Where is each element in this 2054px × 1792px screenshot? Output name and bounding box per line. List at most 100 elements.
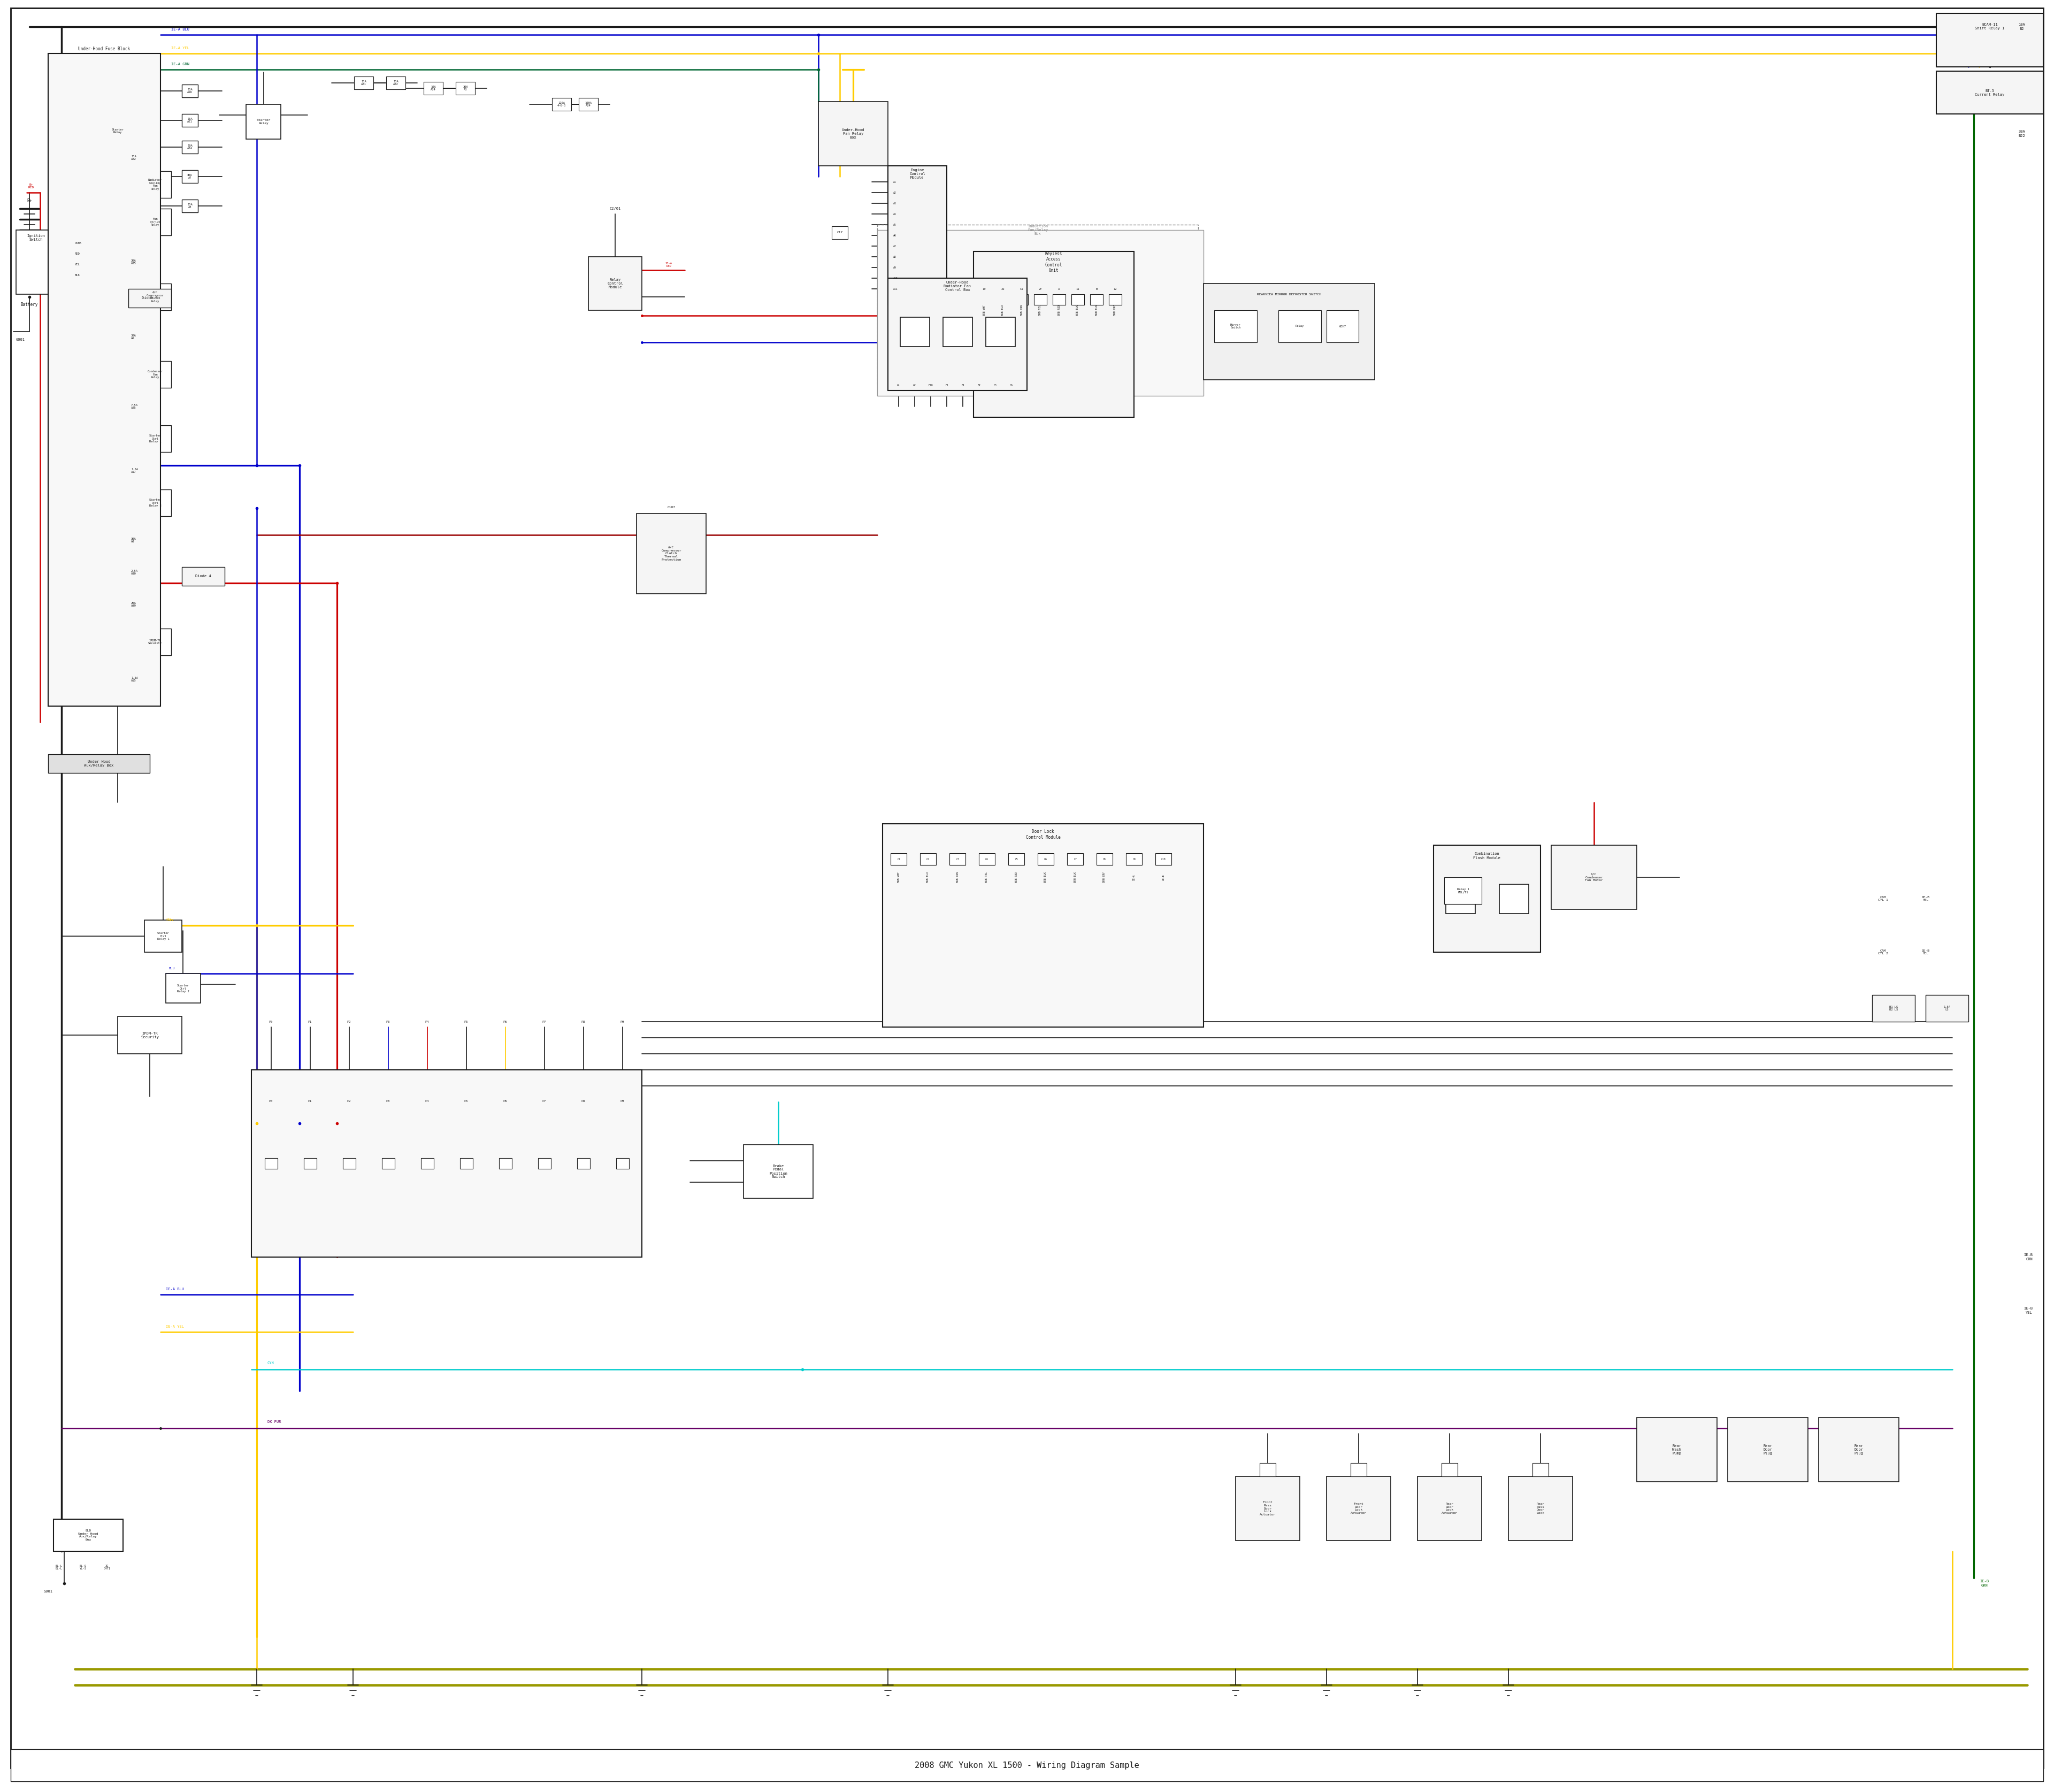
Text: Starter
Ctrl
Relay 2: Starter Ctrl Relay 2 bbox=[150, 498, 160, 507]
Text: 11: 11 bbox=[1076, 287, 1080, 290]
Bar bbox=[1109, 294, 1121, 305]
Text: 30A
A8: 30A A8 bbox=[131, 538, 136, 543]
Text: IPDM-TR
Security: IPDM-TR Security bbox=[148, 640, 162, 645]
Bar bbox=[101, 118, 134, 145]
Text: A1: A1 bbox=[898, 383, 900, 387]
Bar bbox=[460, 1158, 472, 1168]
Text: 15A
A3: 15A A3 bbox=[187, 202, 193, 210]
Text: C1: C1 bbox=[1021, 287, 1023, 290]
Bar bbox=[891, 853, 906, 866]
Bar bbox=[832, 226, 848, 238]
Text: 100A
A24: 100A A24 bbox=[585, 102, 592, 108]
Text: IE-B
YEL: IE-B YEL bbox=[1923, 950, 1929, 955]
Text: Relay 1
PDL/T1: Relay 1 PDL/T1 bbox=[1456, 887, 1469, 894]
Text: BRN CRY: BRN CRY bbox=[1113, 305, 1117, 315]
Bar bbox=[10, 1749, 2044, 1781]
Bar bbox=[111, 536, 123, 545]
Text: Under-Hood
Fan Relay
Box: Under-Hood Fan Relay Box bbox=[842, 129, 865, 140]
Bar bbox=[587, 256, 641, 310]
Text: B+
RED: B+ RED bbox=[29, 183, 35, 188]
Text: Relay: Relay bbox=[1296, 324, 1304, 328]
Bar bbox=[111, 256, 123, 267]
Bar bbox=[127, 289, 170, 308]
Bar bbox=[183, 566, 224, 586]
Text: 10: 10 bbox=[982, 287, 986, 290]
Bar bbox=[1033, 294, 1048, 305]
Text: RED: RED bbox=[74, 253, 80, 256]
Bar bbox=[986, 317, 1015, 346]
Text: 2.5A
A30: 2.5A A30 bbox=[131, 570, 138, 575]
Text: IE-A: IE-A bbox=[1132, 874, 1136, 880]
Bar bbox=[949, 853, 965, 866]
Text: Radiator
Cooling
Fan
Relay: Radiator Cooling Fan Relay bbox=[148, 179, 162, 190]
Bar bbox=[1937, 13, 2044, 66]
Text: Under Hood
Aux/Relay Box: Under Hood Aux/Relay Box bbox=[84, 760, 113, 767]
Bar bbox=[304, 1158, 316, 1168]
Bar bbox=[1154, 853, 1171, 866]
Text: BRB TEL: BRB TEL bbox=[1039, 305, 1041, 315]
Bar bbox=[1091, 294, 1103, 305]
Text: 10A
A24: 10A A24 bbox=[187, 143, 193, 151]
Text: Combination
Flash Module: Combination Flash Module bbox=[1473, 853, 1501, 860]
Text: A11: A11 bbox=[893, 287, 898, 290]
Text: A1: A1 bbox=[893, 181, 896, 183]
Bar bbox=[900, 317, 928, 346]
Text: Rear
Door
Lock
Actuator: Rear Door Lock Actuator bbox=[1442, 1502, 1458, 1514]
Text: BRB TEL: BRB TEL bbox=[986, 873, 988, 883]
Text: Diode 8: Diode 8 bbox=[142, 296, 158, 299]
Text: 120A
4-6-G: 120A 4-6-G bbox=[557, 102, 567, 108]
Bar bbox=[140, 360, 170, 387]
Bar bbox=[577, 1158, 589, 1168]
Text: 30A
A6: 30A A6 bbox=[131, 333, 136, 340]
Bar bbox=[111, 152, 123, 163]
Bar bbox=[183, 84, 197, 97]
Text: CAM
CYL 2: CAM CYL 2 bbox=[1877, 950, 1888, 955]
Bar bbox=[974, 251, 1134, 418]
Bar bbox=[265, 1158, 277, 1168]
Text: BRB CRN: BRB CRN bbox=[1021, 305, 1023, 315]
Bar bbox=[140, 283, 170, 310]
Text: P6: P6 bbox=[503, 1020, 507, 1023]
Bar bbox=[1327, 1477, 1391, 1541]
Bar bbox=[1442, 1462, 1458, 1477]
Text: P5: P5 bbox=[464, 1020, 468, 1023]
Bar bbox=[246, 104, 281, 140]
Text: 15A
A21: 15A A21 bbox=[187, 118, 193, 124]
Text: DK PUR: DK PUR bbox=[267, 1421, 281, 1423]
Text: F1: F1 bbox=[945, 383, 949, 387]
Text: C2/61: C2/61 bbox=[610, 208, 620, 210]
Text: BL-L
BL-L: BL-L BL-L bbox=[55, 1564, 62, 1570]
Bar bbox=[382, 1158, 394, 1168]
Text: BRB CRN: BRB CRN bbox=[955, 873, 959, 883]
Text: Fan
Ctrl/O
Relay: Fan Ctrl/O Relay bbox=[150, 217, 160, 226]
Text: BRB RED: BRB RED bbox=[1058, 305, 1060, 315]
Bar bbox=[579, 99, 598, 111]
Text: Under-Hood
Radiator Fan
Control Box: Under-Hood Radiator Fan Control Box bbox=[945, 281, 972, 292]
Bar bbox=[744, 1145, 813, 1199]
Text: C107: C107 bbox=[668, 505, 676, 509]
Text: C9: C9 bbox=[1132, 858, 1136, 860]
Text: B1 LS
B2 LS: B1 LS B2 LS bbox=[1890, 1005, 1898, 1011]
Text: CAM
CYL 1: CAM CYL 1 bbox=[1877, 896, 1888, 901]
Bar bbox=[1126, 853, 1142, 866]
Text: 15A
A22: 15A A22 bbox=[131, 154, 136, 161]
Text: A/C
Condenser
Fan Motor: A/C Condenser Fan Motor bbox=[1586, 873, 1602, 882]
Bar bbox=[1214, 310, 1257, 342]
Text: A2: A2 bbox=[893, 192, 896, 194]
Bar bbox=[251, 1070, 641, 1256]
Text: C10: C10 bbox=[1161, 858, 1167, 860]
Text: BRN BLK: BRN BLK bbox=[1074, 873, 1076, 883]
Bar bbox=[943, 317, 972, 346]
Bar bbox=[1015, 294, 1029, 305]
Text: P6: P6 bbox=[503, 1100, 507, 1102]
Text: C3: C3 bbox=[955, 858, 959, 860]
Bar bbox=[1434, 846, 1540, 952]
Text: Under-Hood Fuse Block: Under-Hood Fuse Block bbox=[78, 47, 129, 52]
Text: C8: C8 bbox=[1103, 858, 1107, 860]
Bar bbox=[1532, 1462, 1549, 1477]
Bar bbox=[980, 853, 994, 866]
Text: A/C
Compressor
Clutch
Thermal
Protection: A/C Compressor Clutch Thermal Protection bbox=[661, 547, 682, 561]
Text: P3: P3 bbox=[386, 1020, 390, 1023]
Text: A/C
Compressor
Clutch
Relay: A/C Compressor Clutch Relay bbox=[146, 290, 164, 303]
Text: P8: P8 bbox=[581, 1020, 585, 1023]
